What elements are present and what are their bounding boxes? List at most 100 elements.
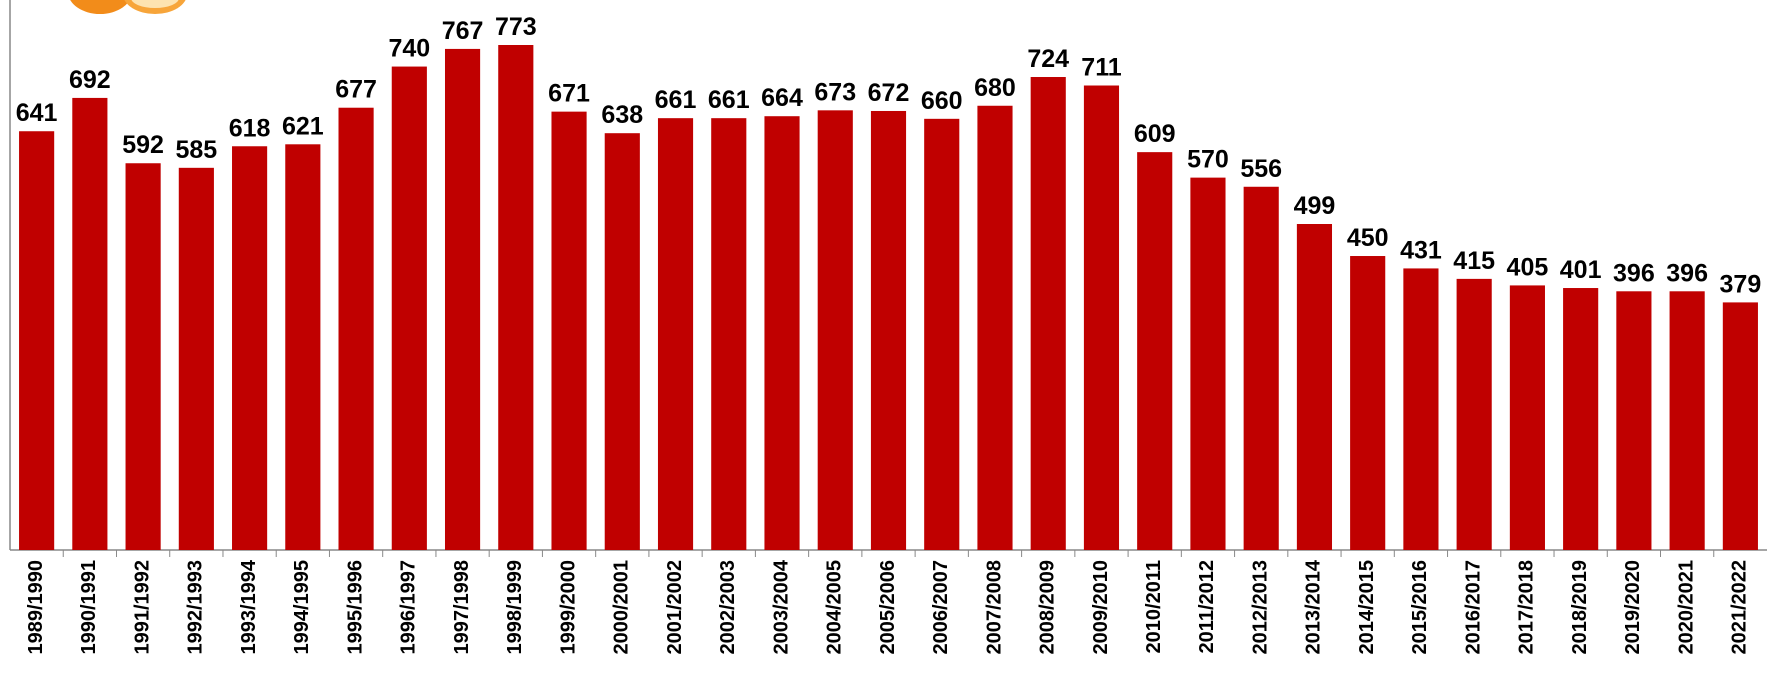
value-label: 740 [388,35,430,63]
x-tick-label: 2014/2015 [1356,560,1378,655]
value-label: 585 [175,136,217,164]
bar [1083,85,1120,551]
x-tick-label: 1994/1995 [291,560,313,655]
x-tick-label: 1990/1991 [78,560,100,655]
bar [19,131,55,550]
value-label: 556 [1240,155,1282,183]
value-label: 379 [1720,270,1762,298]
bar [1350,256,1386,550]
x-tick-label: 2011/2012 [1196,560,1218,653]
bar [72,97,108,550]
bar [285,144,321,550]
x-tick-label: 1995/1996 [344,560,366,655]
orange-decoration [70,0,186,14]
bar [1563,288,1599,550]
x-tick-label: 2015/2016 [1409,560,1431,655]
bar [1669,291,1705,550]
x-tick-label: 2018/2019 [1569,560,1591,655]
value-label: 401 [1560,256,1602,284]
value-label: 641 [16,99,58,127]
x-tick-label: 2021/2022 [1729,560,1751,655]
value-label: 609 [1134,120,1176,148]
value-label: 673 [814,78,856,106]
value-label: 396 [1613,259,1655,287]
value-label: 431 [1400,236,1442,264]
x-tick-label: 2007/2008 [983,560,1005,655]
bar [764,116,800,551]
bar [1137,152,1173,551]
value-label: 692 [69,66,111,94]
x-tick-label: 2000/2001 [611,560,633,655]
value-label: 767 [442,17,484,45]
value-label: 724 [1027,45,1069,73]
value-label: 621 [282,112,324,140]
x-tick-label: 2010/2011 [1143,560,1165,653]
x-tick-label: 2006/2007 [930,560,952,655]
bar [1509,285,1545,550]
x-tick-label: 1992/1993 [185,560,207,655]
bar [232,146,268,550]
value-label: 396 [1666,259,1708,287]
bar [1190,177,1226,550]
value-label: 499 [1294,192,1336,220]
bar [1030,77,1066,550]
value-label: 671 [548,80,590,108]
x-tick-label: 1989/1990 [25,560,47,655]
bar [657,118,694,551]
x-tick-label: 1999/2000 [557,560,579,655]
x-tick-label: 2003/2004 [770,559,792,654]
x-tick-label: 1998/1999 [504,560,526,655]
bar [977,105,1013,551]
x-tick-label: 1997/1998 [451,560,473,655]
value-label: 661 [655,86,697,114]
value-label: 680 [974,74,1016,102]
bar [178,167,214,550]
bar [1616,291,1652,550]
value-label: 570 [1187,146,1229,174]
x-tick-label: 2009/2010 [1090,560,1112,655]
x-tick-label: 2017/2018 [1516,560,1538,655]
x-tick-label: 2002/2003 [717,560,739,655]
value-label: 661 [708,86,750,114]
x-tick-label: 1993/1994 [238,559,260,654]
x-tick-label: 1996/1997 [398,560,420,655]
bar [444,48,481,550]
value-label: 773 [495,13,537,41]
bar [498,45,534,550]
x-tick-label: 2020/2021 [1675,560,1697,655]
x-tick-label: 2016/2017 [1462,560,1484,655]
bar [551,111,587,551]
value-label: 672 [868,79,910,107]
value-label: 664 [761,84,803,112]
x-tick-label: 2012/2013 [1249,560,1271,655]
bar [1403,268,1439,550]
value-label: 450 [1347,224,1389,252]
bar [817,110,853,550]
bar [1456,278,1492,550]
x-tick-label: 2019/2020 [1622,560,1644,655]
bar [924,118,960,551]
bar [1296,224,1333,550]
bar [1243,186,1279,550]
value-label: 592 [122,131,164,159]
x-tick-label: 1991/1992 [131,560,153,655]
bar [125,163,161,551]
bar [711,118,747,551]
bar [391,66,427,550]
value-label: 638 [601,101,643,129]
value-label: 677 [335,76,377,104]
x-tick-label: 2013/2014 [1303,559,1325,654]
value-label: 405 [1507,253,1549,281]
bar [604,133,640,550]
value-label: 711 [1081,54,1121,82]
x-tick-label: 2008/2009 [1037,560,1059,655]
value-label: 415 [1453,247,1495,275]
value-label: 660 [921,87,963,115]
x-tick-label: 2005/2006 [877,560,899,655]
x-tick-label: 2001/2002 [664,560,686,655]
value-label: 618 [229,114,271,142]
bar [1722,302,1758,550]
bar [338,107,374,551]
